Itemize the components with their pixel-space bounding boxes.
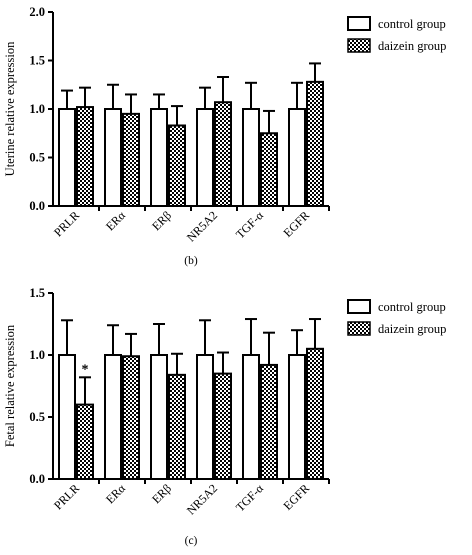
legend-daizein-label: daizein group (378, 39, 446, 53)
y-tick-label: 0.0 (29, 472, 45, 486)
y-axis-label: Fetal relative expression (3, 324, 17, 447)
legend-b: control group daizein group (347, 16, 446, 53)
fetal-chart: 0.0 0.5 1.0 1.5 Fetal relative expression * PR… (3, 286, 330, 547)
bar-control (288, 108, 306, 207)
x-tick-label: ERβ (149, 481, 174, 506)
bar-control (58, 108, 76, 207)
panel-label: (c) (185, 535, 198, 547)
legend-daizein-swatch (347, 38, 371, 53)
bar-daizein (260, 132, 278, 207)
bar-daizein (76, 106, 94, 207)
bar-daizein (122, 112, 140, 207)
bar-control (104, 354, 122, 480)
y-tick-label: 1.0 (29, 102, 45, 116)
x-tick-label: NR5A2 (184, 481, 220, 517)
y-tick-label: 0.0 (29, 199, 45, 213)
legend-control-label: control group (378, 300, 446, 314)
x-tick-label: PRLR (51, 481, 82, 512)
y-tick-label: 1.0 (29, 348, 45, 362)
bar-control (104, 108, 122, 207)
bar-daizein (214, 372, 232, 481)
y-tick-label: 1.5 (29, 286, 45, 300)
x-tick-label: NR5A2 (184, 208, 220, 244)
legend-c: control group daizein group (347, 299, 446, 336)
bar-control (150, 108, 168, 207)
significance-marker: * (82, 362, 89, 377)
uterine-chart: 0.0 0.5 1.0 1.5 2.0 Uterine relative expressi… (3, 5, 330, 267)
x-tick-label: TGF-α (233, 481, 267, 515)
x-tick-label: EGFR (281, 481, 313, 513)
x-tick-label: ERα (103, 481, 129, 507)
x-tick-label: PRLR (51, 208, 82, 239)
y-axis-label: Uterine relative expression (3, 41, 17, 176)
bar-control (242, 354, 260, 480)
x-tick-label: TGF-α (233, 208, 267, 242)
panel-label: (b) (184, 255, 198, 267)
legend-control-swatch (347, 299, 371, 314)
bar-daizein (168, 373, 186, 480)
x-tick-label: EGFR (281, 208, 313, 240)
bar-daizein (306, 80, 324, 207)
bar-control (196, 354, 214, 480)
bar-control (150, 354, 168, 480)
y-tick-label: 1.5 (29, 54, 45, 68)
legend-daizein-label: daizein group (378, 322, 446, 336)
legend-daizein-swatch (347, 321, 371, 336)
legend-control-label: control group (378, 17, 446, 31)
bar-control (58, 354, 76, 480)
x-tick-label: ERβ (149, 208, 174, 233)
bar-daizein (168, 124, 186, 207)
y-tick-label: 0.5 (29, 151, 45, 165)
y-tick-label: 0.5 (29, 410, 45, 424)
bar-control (196, 108, 214, 207)
legend-control-swatch (347, 16, 371, 31)
bar-daizein (306, 347, 324, 480)
bar-daizein (122, 355, 140, 480)
y-tick-label: 2.0 (29, 5, 45, 19)
bar-daizein (214, 101, 232, 207)
bar-daizein (260, 363, 278, 481)
bar-control (288, 354, 306, 480)
bar-daizein (76, 403, 94, 481)
x-tick-label: ERα (103, 208, 129, 234)
bar-control (242, 108, 260, 207)
